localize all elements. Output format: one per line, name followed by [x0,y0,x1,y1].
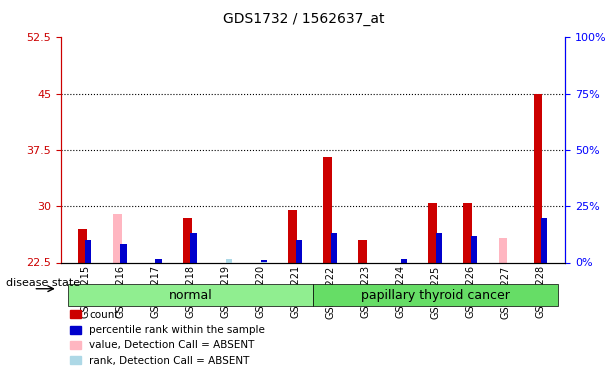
Bar [429,202,437,262]
Bar [85,240,91,262]
Text: papillary thyroid cancer: papillary thyroid cancer [361,289,510,302]
Bar [183,217,192,262]
Bar [401,259,407,262]
FancyBboxPatch shape [313,284,558,306]
Bar [78,229,86,262]
Text: disease state: disease state [6,278,80,288]
Bar [120,244,126,262]
Bar [261,260,267,262]
Bar [436,232,442,262]
Bar [190,232,196,262]
Bar [226,259,232,262]
Legend: count, percentile rank within the sample, value, Detection Call = ABSENT, rank, : count, percentile rank within the sample… [66,306,269,370]
Bar [534,94,542,262]
Bar [113,214,122,262]
Bar [323,158,332,262]
Bar [471,236,477,262]
Bar [288,210,297,262]
Bar [156,259,162,262]
Bar [499,238,507,262]
Text: normal: normal [168,289,212,302]
FancyBboxPatch shape [68,284,313,306]
Bar [331,232,337,262]
Bar [226,259,232,262]
Bar [295,240,302,262]
Text: GDS1732 / 1562637_at: GDS1732 / 1562637_at [223,12,385,26]
Bar [463,202,472,262]
Bar [541,217,547,262]
Bar [358,240,367,262]
